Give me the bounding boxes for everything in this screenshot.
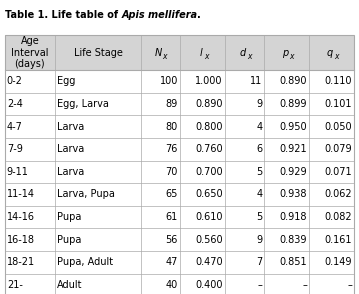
Text: 0.918: 0.918: [280, 212, 307, 222]
Text: 0.161: 0.161: [325, 235, 352, 245]
Text: 61: 61: [166, 212, 178, 222]
Text: 0.071: 0.071: [325, 167, 352, 177]
Text: 0.890: 0.890: [195, 99, 223, 109]
Text: 0.950: 0.950: [280, 121, 307, 132]
Text: –: –: [347, 280, 352, 290]
Text: 1.000: 1.000: [195, 76, 223, 86]
Text: 0.760: 0.760: [195, 144, 223, 154]
Text: 0.610: 0.610: [195, 212, 223, 222]
Text: 80: 80: [166, 121, 178, 132]
Text: x: x: [205, 52, 209, 61]
Text: .: .: [197, 10, 201, 20]
Text: 11-14: 11-14: [7, 189, 35, 200]
Text: 0.929: 0.929: [280, 167, 307, 177]
Text: l: l: [200, 48, 202, 58]
Text: 65: 65: [165, 189, 178, 200]
Text: Larva: Larva: [57, 121, 85, 132]
Text: 14-16: 14-16: [7, 212, 35, 222]
Text: Egg: Egg: [57, 76, 76, 86]
Text: Life Stage: Life Stage: [74, 48, 122, 58]
Text: 0.101: 0.101: [325, 99, 352, 109]
Text: 5: 5: [256, 167, 262, 177]
Text: 6: 6: [256, 144, 262, 154]
Bar: [5, 35, 354, 70]
Text: 0.839: 0.839: [280, 235, 307, 245]
Text: –: –: [302, 280, 307, 290]
Text: 40: 40: [166, 280, 178, 290]
Text: Apis mellifera: Apis mellifera: [121, 10, 197, 20]
Text: 9-11: 9-11: [7, 167, 29, 177]
Text: Adult: Adult: [57, 280, 83, 290]
Text: 100: 100: [160, 76, 178, 86]
Text: 0.890: 0.890: [280, 76, 307, 86]
Text: 76: 76: [165, 144, 178, 154]
Text: –: –: [257, 280, 262, 290]
Text: 47: 47: [165, 257, 178, 268]
Text: 4: 4: [256, 189, 262, 200]
Text: 9: 9: [256, 235, 262, 245]
Text: 5: 5: [256, 212, 262, 222]
Text: Pupa: Pupa: [57, 212, 82, 222]
Text: Pupa, Adult: Pupa, Adult: [57, 257, 113, 268]
Text: 0.110: 0.110: [325, 76, 352, 86]
Text: Age
Interval
(days): Age Interval (days): [11, 36, 49, 69]
Text: 70: 70: [165, 167, 178, 177]
Text: 11: 11: [250, 76, 262, 86]
Text: 0.650: 0.650: [195, 189, 223, 200]
Text: Larva: Larva: [57, 167, 85, 177]
Text: 89: 89: [166, 99, 178, 109]
Text: 0.079: 0.079: [325, 144, 352, 154]
Text: 0.560: 0.560: [195, 235, 223, 245]
Text: 0.938: 0.938: [280, 189, 307, 200]
Text: 0-2: 0-2: [7, 76, 23, 86]
Text: 0.851: 0.851: [280, 257, 307, 268]
Text: 4-7: 4-7: [7, 121, 23, 132]
Text: x: x: [247, 52, 251, 61]
Text: x: x: [289, 52, 294, 61]
Text: q: q: [327, 48, 333, 58]
Text: Larva: Larva: [57, 144, 85, 154]
Text: Larva, Pupa: Larva, Pupa: [57, 189, 115, 200]
Text: 16-18: 16-18: [7, 235, 35, 245]
Text: 18-21: 18-21: [7, 257, 35, 268]
Text: N: N: [155, 48, 162, 58]
Text: 21-: 21-: [7, 280, 23, 290]
Text: 7-9: 7-9: [7, 144, 23, 154]
Text: 56: 56: [165, 235, 178, 245]
Text: 9: 9: [256, 99, 262, 109]
Text: 4: 4: [256, 121, 262, 132]
Text: 2-4: 2-4: [7, 99, 23, 109]
Text: 0.470: 0.470: [195, 257, 223, 268]
Text: 0.921: 0.921: [280, 144, 307, 154]
Text: 0.050: 0.050: [325, 121, 352, 132]
Bar: [5, 35, 354, 294]
Text: 7: 7: [256, 257, 262, 268]
Text: Egg, Larva: Egg, Larva: [57, 99, 109, 109]
Text: 0.899: 0.899: [280, 99, 307, 109]
Text: Pupa: Pupa: [57, 235, 82, 245]
Text: x: x: [334, 52, 339, 61]
Text: 0.800: 0.800: [195, 121, 223, 132]
Text: d: d: [240, 48, 246, 58]
Text: p: p: [282, 48, 288, 58]
Text: 0.700: 0.700: [195, 167, 223, 177]
Text: x: x: [163, 52, 167, 61]
Text: 0.149: 0.149: [325, 257, 352, 268]
Text: Table 1. Life table of: Table 1. Life table of: [5, 10, 121, 20]
Text: 0.082: 0.082: [325, 212, 352, 222]
Text: 0.400: 0.400: [195, 280, 223, 290]
Text: 0.062: 0.062: [325, 189, 352, 200]
